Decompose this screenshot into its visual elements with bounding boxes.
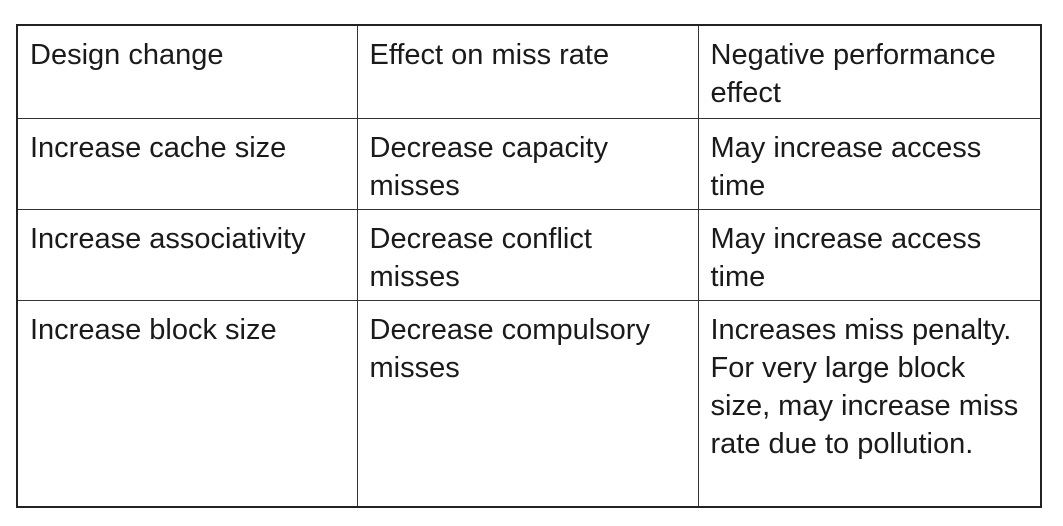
cell-design-change: Increase block size xyxy=(16,300,358,508)
cell-effect-on-miss-rate: Decrease capacity misses xyxy=(356,118,699,210)
design-tradeoff-table: Design change Effect on miss rate Negati… xyxy=(16,24,1042,508)
cell-design-change: Increase cache size xyxy=(16,118,358,210)
cell-negative-effect: May increase access time xyxy=(697,118,1042,210)
cell-effect-on-miss-rate: Decrease conflict misses xyxy=(356,209,699,301)
table-row: Increase associativity Decrease conflict… xyxy=(16,209,1042,301)
cell-design-change: Increase associativity xyxy=(16,209,358,301)
cell-negative-effect: Increases miss penalty. For very large b… xyxy=(697,300,1042,508)
cell-negative-effect: May increase access time xyxy=(697,209,1042,301)
table-row: Increase cache size Decrease capacity mi… xyxy=(16,118,1042,210)
header-design-change: Design change xyxy=(16,24,358,119)
header-negative-performance-effect: Negative performance effect xyxy=(697,24,1042,119)
header-effect-on-miss-rate: Effect on miss rate xyxy=(356,24,699,119)
cell-effect-on-miss-rate: Decrease compulsory misses xyxy=(356,300,699,508)
table-header-row: Design change Effect on miss rate Negati… xyxy=(16,24,1042,119)
table-row: Increase block size Decrease compulsory … xyxy=(16,300,1042,508)
